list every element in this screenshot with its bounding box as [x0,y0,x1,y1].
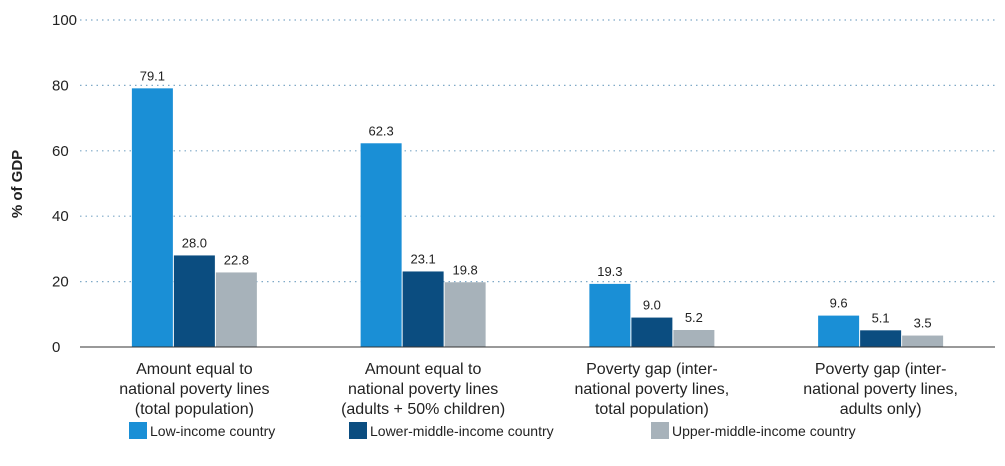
category-label: Poverty gap (inter- [586,361,718,378]
legend-swatch [651,422,669,439]
y-tick-label: 40 [52,208,69,225]
data-label: 5.1 [872,310,890,325]
category-label: national poverty lines, [803,381,958,398]
legend-label: Upper-middle-income country [672,423,856,439]
grid-lines [80,19,995,283]
data-label: 19.8 [452,262,477,277]
y-tick-label: 0 [52,339,60,356]
category-label: national poverty lines, [574,381,729,398]
category-label: Poverty gap (inter- [815,361,947,378]
data-label: 23.1 [410,251,435,266]
y-axis-label: % of GDP [9,150,26,218]
bar [860,330,902,347]
bar [589,283,631,347]
data-label: 9.0 [643,298,661,313]
category-label: (adults + 50% children) [341,401,505,418]
data-label: 22.8 [224,252,249,267]
legend-swatch [349,422,367,439]
bar [631,317,673,347]
data-label: 28.0 [182,235,207,250]
legend: Low-income country Lower-middle-income co… [129,422,856,439]
data-label: 62.3 [368,123,393,138]
bar [402,271,444,347]
category-label: (total population) [135,401,254,418]
data-label: 79.1 [140,68,165,83]
y-tick-label: 60 [52,143,69,160]
data-label: 19.3 [597,264,622,279]
data-label: 5.2 [685,310,703,325]
bar [673,329,715,347]
bar [131,88,173,347]
legend-label: Lower-middle-income country [370,423,554,439]
category-label: national poverty lines [119,381,269,398]
data-label: 3.5 [914,316,932,331]
bar [173,255,215,347]
bar [215,272,257,347]
category-label: Amount equal to [136,361,253,378]
category-label: Amount equal to [365,361,482,378]
bar [902,335,944,347]
bar [360,143,402,347]
y-axis-ticks: 0 20 40 60 80 100 [52,12,77,356]
category-label: total population) [595,401,709,418]
legend-label: Low-income country [150,423,275,439]
bars [131,88,944,347]
y-tick-label: 80 [52,77,69,94]
category-label: national poverty lines [348,381,498,398]
data-label: 9.6 [830,296,848,311]
bar [818,315,860,347]
y-tick-label: 100 [52,12,77,29]
data-labels: 79.1 28.0 22.8 62.3 23.1 19.8 19.3 9.0 5.2 9.6 5.1… [140,68,932,330]
y-tick-label: 20 [52,274,69,291]
category-labels: Amount equal to national poverty lines (to… [119,361,958,418]
category-label: adults only) [840,401,922,418]
legend-swatch [129,422,147,439]
bar [444,282,486,347]
